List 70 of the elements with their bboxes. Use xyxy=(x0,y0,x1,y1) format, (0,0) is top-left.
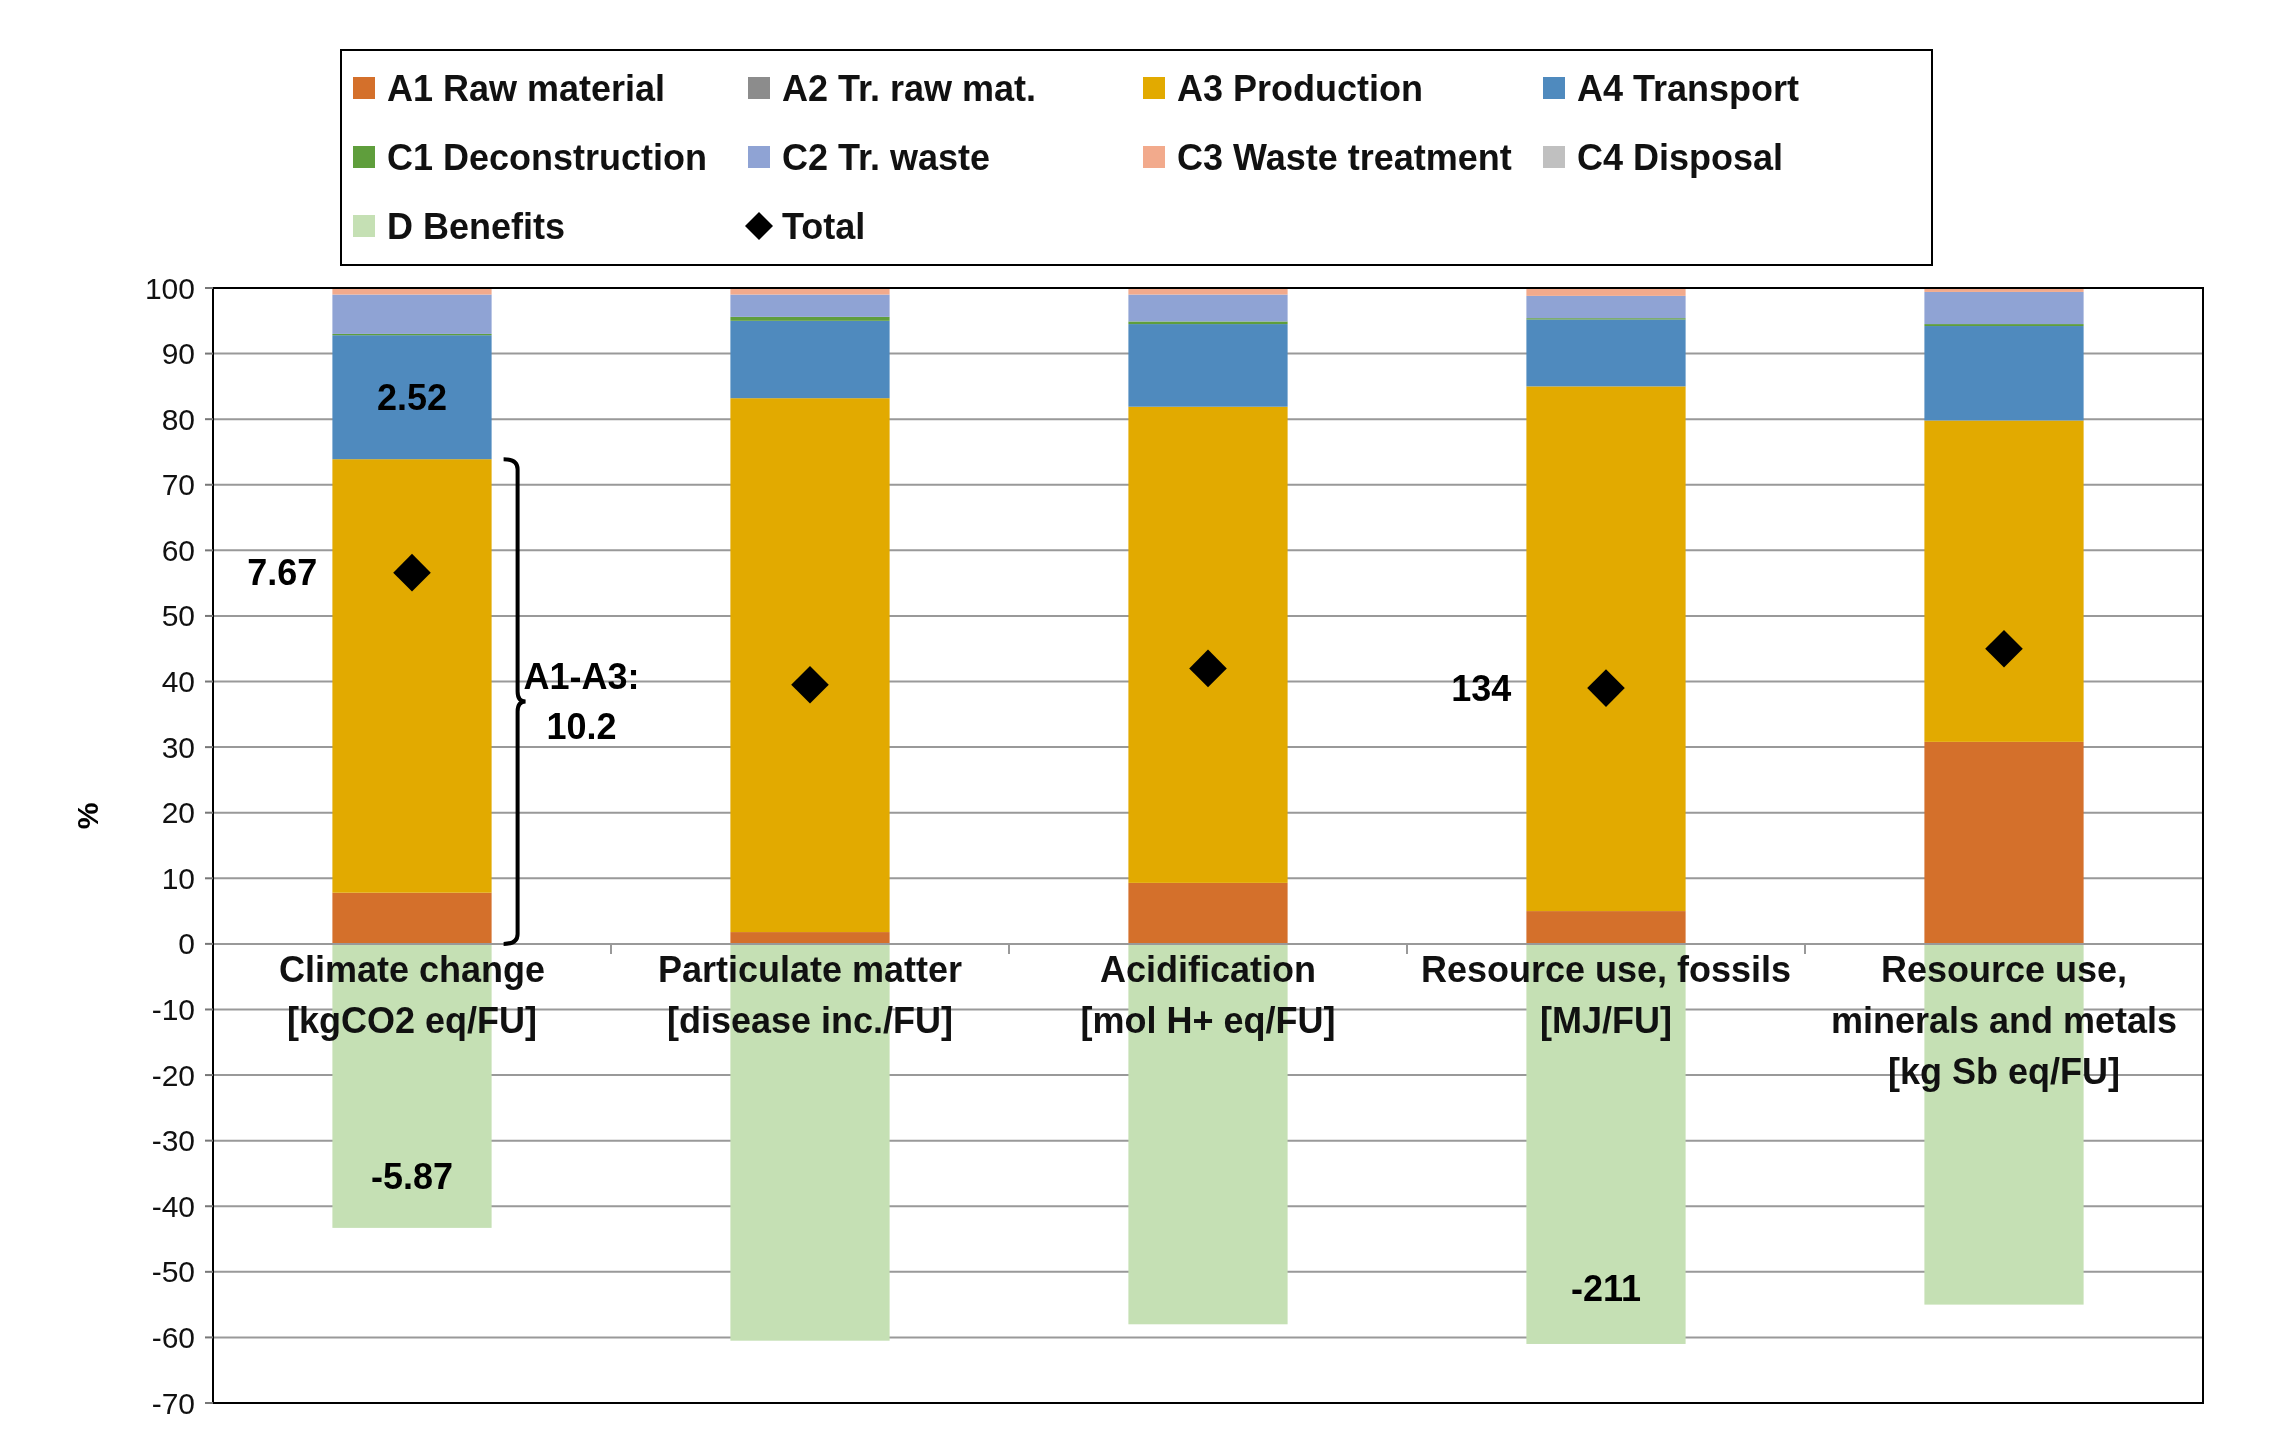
annotation: 134 xyxy=(1451,667,1512,709)
y-tick-label: 100 xyxy=(144,271,195,305)
bar xyxy=(1924,420,2084,742)
bar xyxy=(1526,319,1686,387)
point xyxy=(1189,649,1227,688)
bar xyxy=(730,398,890,933)
legend-label: C2 Tr. waste xyxy=(782,136,991,178)
point xyxy=(791,666,829,704)
point xyxy=(1587,669,1625,707)
y-tick-label: 60 xyxy=(161,533,195,567)
bar xyxy=(730,932,890,944)
annotation: 7.67 xyxy=(247,552,318,594)
y-tick-label: 10 xyxy=(161,861,195,895)
bar xyxy=(332,459,492,893)
x-tick-label: Resource use, fossils [MJ/FU] xyxy=(1420,948,1792,1041)
bar xyxy=(730,294,890,317)
y-tick-label: 80 xyxy=(161,402,195,436)
bar xyxy=(332,892,492,944)
y-tick-label: 70 xyxy=(161,468,195,502)
legend-label: C1 Deconstruction xyxy=(387,136,708,178)
legend-label: A2 Tr. raw mat. xyxy=(782,67,1037,109)
bar xyxy=(1128,406,1288,883)
y-tick-label: -40 xyxy=(151,1189,195,1223)
y-tick-label: 90 xyxy=(161,337,195,371)
y-tick-label: -10 xyxy=(151,992,195,1026)
y-axis-title: % xyxy=(71,802,104,830)
y-tick-label: -20 xyxy=(151,1058,195,1092)
legend-label: A3 Production xyxy=(1177,67,1424,109)
y-tick-label: 20 xyxy=(161,796,195,830)
annotation: A1-A3: 10.2 xyxy=(523,656,640,748)
annotation: -5.87 xyxy=(370,1156,454,1198)
bar xyxy=(332,294,492,334)
annotation: 2.52 xyxy=(376,376,448,418)
bar xyxy=(1526,386,1686,912)
bar xyxy=(1128,882,1288,944)
legend-label: Total xyxy=(782,205,866,247)
bar xyxy=(1924,291,2084,325)
y-tick-label: -60 xyxy=(151,1320,195,1354)
y-tick-label: 50 xyxy=(161,599,195,633)
bar xyxy=(730,320,890,399)
bar xyxy=(730,288,890,295)
legend-label: A4 Transport xyxy=(1577,67,1800,109)
y-tick-label: -30 xyxy=(151,1124,195,1158)
bar xyxy=(1128,294,1288,322)
bar xyxy=(1924,741,2084,944)
bar xyxy=(332,288,492,295)
legend-label: C3 Waste treatment xyxy=(1177,136,1512,178)
x-tick-label: Resource use, minerals and metals [kg Sb eq/FU] xyxy=(1830,948,2178,1092)
bar xyxy=(1526,911,1686,944)
x-tick-label: Particulate matter [disease inc./FU] xyxy=(657,948,963,1041)
point xyxy=(393,553,431,592)
bar xyxy=(1128,324,1288,407)
bar xyxy=(332,335,492,460)
y-tick-label: 30 xyxy=(161,730,195,764)
legend-label: C4 Disposal xyxy=(1577,136,1784,178)
annotation: -211 xyxy=(1570,1267,1642,1309)
bar xyxy=(1128,321,1288,325)
y-tick-label: 0 xyxy=(178,927,195,961)
bar xyxy=(1526,295,1686,319)
x-tick-label: Climate change [kgCO2 eq/FU] xyxy=(278,948,546,1041)
point xyxy=(1985,629,2023,668)
y-tick-label: -50 xyxy=(151,1255,195,1289)
y-tick-label: 40 xyxy=(161,665,195,699)
bar xyxy=(730,316,890,321)
x-tick-label: Acidification [mol H+ eq/FU] xyxy=(1080,948,1336,1041)
bar xyxy=(1924,326,2084,421)
legend-label: D Benefits xyxy=(387,205,566,247)
bar xyxy=(1128,288,1288,295)
y-tick-label: -70 xyxy=(151,1386,195,1420)
legend-label: A1 Raw material xyxy=(387,67,666,109)
